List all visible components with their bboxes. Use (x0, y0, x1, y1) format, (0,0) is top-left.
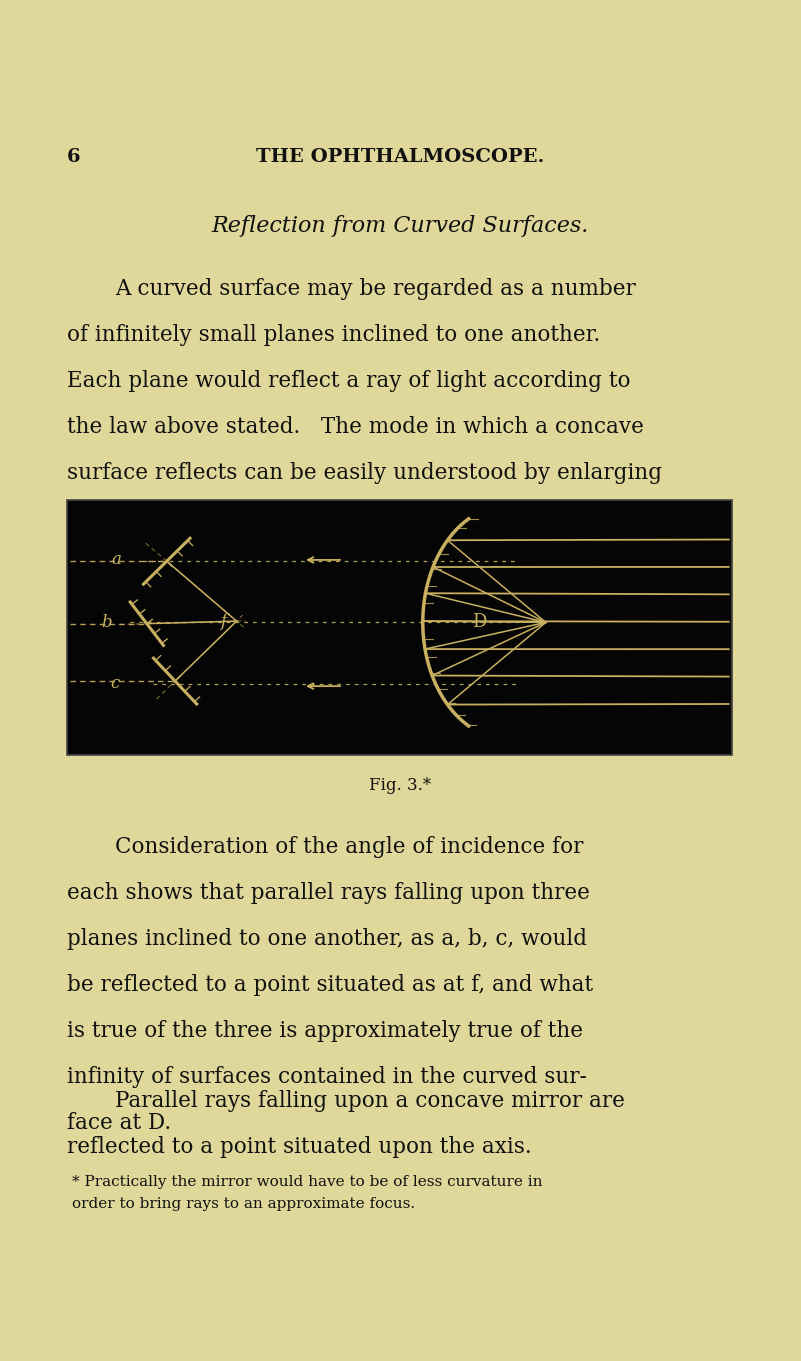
Text: surface reflects can be easily understood by enlarging: surface reflects can be easily understoo… (67, 461, 662, 485)
Text: fig. 3.: fig. 3. (67, 554, 130, 576)
Text: face at D.: face at D. (67, 1112, 171, 1134)
Text: Reflection from Curved Surfaces.: Reflection from Curved Surfaces. (211, 215, 589, 237)
Text: f: f (220, 614, 227, 630)
Text: of infinitely small planes inclined to one another.: of infinitely small planes inclined to o… (67, 324, 600, 346)
Bar (67, 499, 732, 755)
Text: Parallel rays falling upon a concave mirror are: Parallel rays falling upon a concave mir… (115, 1090, 625, 1112)
Text: be reflected to a point situated as at f, and what: be reflected to a point situated as at f… (67, 974, 593, 996)
Text: planes inclined to one another, as a, b, c, would: planes inclined to one another, as a, b,… (67, 928, 587, 950)
Text: a: a (112, 551, 122, 569)
Text: the law above stated.   The mode in which a concave: the law above stated. The mode in which … (67, 416, 644, 438)
Text: 6: 6 (67, 148, 81, 166)
Text: is true of the three is approximately true of the: is true of the three is approximately tr… (67, 1019, 583, 1043)
Text: Each plane would reflect a ray of light according to: Each plane would reflect a ray of light … (67, 370, 630, 392)
Text: Consideration of the angle of incidence for: Consideration of the angle of incidence … (115, 836, 583, 857)
Text: reflected to a point situated upon the axis.: reflected to a point situated upon the a… (67, 1136, 532, 1158)
Text: D: D (472, 614, 486, 632)
Text: * Practically the mirror would have to be of less curvature in: * Practically the mirror would have to b… (72, 1175, 542, 1190)
Text: A curved surface may be regarded as a number: A curved surface may be regarded as a nu… (115, 278, 636, 299)
Text: infinity of surfaces contained in the curved sur-: infinity of surfaces contained in the cu… (67, 1066, 587, 1087)
Text: order to bring rays to an approximate focus.: order to bring rays to an approximate fo… (72, 1198, 415, 1211)
Text: c: c (111, 675, 119, 693)
Text: b: b (102, 614, 112, 632)
Text: Fig. 3.*: Fig. 3.* (369, 777, 431, 793)
Text: a few of its planes, as shown by the dotted lines in: a few of its planes, as shown by the dot… (67, 508, 618, 529)
Text: THE OPHTHALMOSCOPE.: THE OPHTHALMOSCOPE. (256, 148, 544, 166)
Text: each shows that parallel rays falling upon three: each shows that parallel rays falling up… (67, 882, 590, 904)
